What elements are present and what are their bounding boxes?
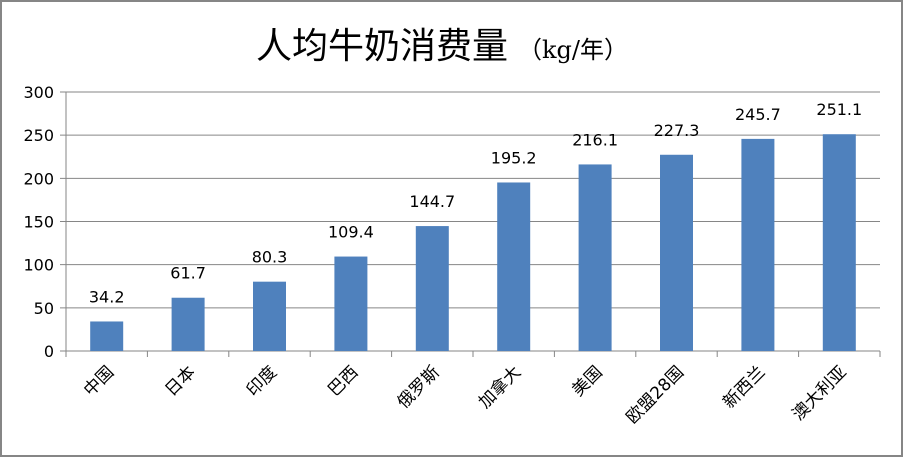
bar [660, 154, 693, 351]
y-tick-label: 100 [23, 256, 54, 275]
y-tick-label: 150 [23, 213, 54, 232]
data-label: 216.1 [572, 130, 618, 149]
bar [497, 182, 531, 351]
data-label: 109.4 [328, 223, 374, 242]
y-tick-label: 50 [34, 299, 54, 318]
bar [822, 134, 856, 351]
x-category-label: 加拿大 [474, 362, 525, 413]
x-category-label: 澳大利亚 [789, 362, 851, 424]
x-category-label: 欧盟28国 [623, 362, 689, 428]
x-category-label: 日本 [161, 362, 199, 400]
data-label: 227.3 [654, 121, 700, 140]
data-label: 144.7 [409, 192, 455, 211]
data-label: 251.1 [816, 100, 862, 119]
chart-title: 人均牛奶消费量 （kg/年） [256, 26, 628, 67]
bar [171, 297, 205, 351]
data-label: 245.7 [735, 105, 781, 124]
bar [741, 138, 775, 351]
y-tick-label: 300 [23, 83, 54, 102]
x-category-label: 中国 [80, 362, 118, 400]
bar [578, 164, 612, 351]
bar [90, 321, 124, 351]
y-tick-label: 200 [23, 169, 54, 188]
data-label: 80.3 [252, 248, 288, 267]
bar [334, 256, 368, 351]
data-label: 34.2 [89, 287, 125, 306]
y-tick-label: 0 [44, 342, 54, 361]
x-category-label: 印度 [243, 362, 281, 400]
data-label: 61.7 [170, 264, 206, 283]
bar [415, 226, 449, 351]
x-category-label: 新西兰 [719, 362, 769, 412]
bar [253, 281, 286, 351]
x-category-label: 美国 [568, 362, 606, 400]
x-category-label: 俄罗斯 [394, 362, 444, 412]
x-category-label: 巴西 [324, 362, 362, 400]
y-tick-label: 250 [23, 126, 54, 145]
data-label: 195.2 [491, 148, 537, 167]
